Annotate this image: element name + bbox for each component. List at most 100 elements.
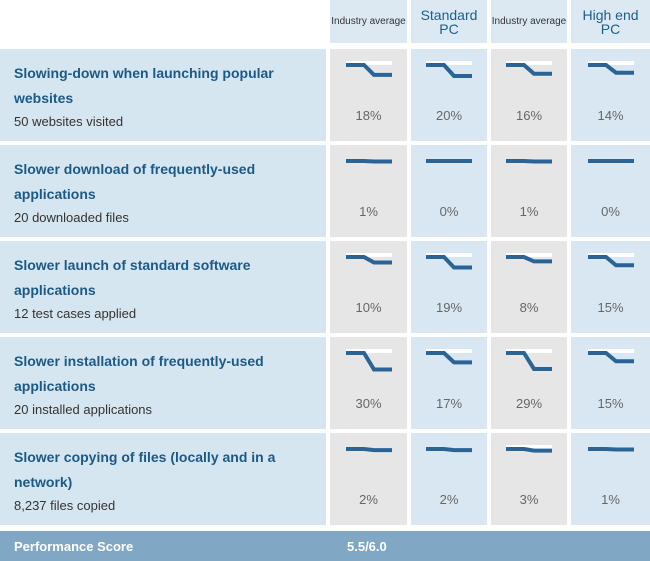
value-cell: 15%	[571, 241, 650, 333]
slowdown-indicator	[426, 447, 472, 453]
row-label-5: Slower copying of files (locally and in …	[0, 433, 326, 525]
value-cell: 1%	[330, 145, 407, 237]
slowdown-indicator	[506, 253, 552, 264]
value-percent: 1%	[601, 492, 620, 507]
row-label-3: Slower launch of standard software appli…	[0, 241, 326, 333]
performance-line	[346, 255, 392, 265]
slowdown-indicator	[426, 159, 472, 163]
value-cell: 14%	[571, 49, 650, 141]
value-percent: 0%	[439, 204, 459, 219]
row-title: Slower launch of standard software appli…	[14, 257, 251, 298]
slowdown-indicator	[346, 349, 392, 372]
slowdown-indicator	[588, 447, 634, 452]
slowdown-indicator	[506, 159, 552, 164]
value-percent: 0%	[601, 204, 620, 219]
performance-line	[588, 63, 634, 75]
performance-line	[346, 351, 392, 372]
row-label-4: Slower installation of frequently-used a…	[0, 337, 326, 429]
value-percent: 2%	[439, 492, 459, 507]
value-percent: 16%	[515, 108, 543, 123]
value-cell: 17%	[411, 337, 487, 429]
slowdown-indicator	[346, 253, 392, 265]
value-cell: 2%	[330, 433, 407, 525]
row-subtitle: 50 websites visited	[14, 114, 124, 129]
value-percent: 20%	[435, 108, 463, 123]
value-percent: 17%	[435, 396, 463, 411]
slowdown-indicator	[346, 447, 392, 453]
performance-line	[588, 255, 634, 268]
value-cell: 2%	[411, 433, 487, 525]
column-header-label: Industry average	[331, 16, 406, 27]
value-percent: 1%	[359, 204, 378, 219]
slowdown-indicator	[426, 61, 472, 78]
performance-line	[426, 63, 472, 78]
value-percent: 15%	[597, 300, 624, 315]
value-cell: 15%	[571, 337, 650, 429]
value-cell: 8%	[491, 241, 567, 333]
value-cell: 18%	[330, 49, 407, 141]
performance-line	[588, 351, 634, 364]
value-cell: 30%	[330, 337, 407, 429]
row-title: Slower installation of frequently-used a…	[14, 353, 264, 394]
row-label-1: Slowing-down when launching popular webs…	[0, 49, 326, 141]
performance-line	[506, 159, 552, 164]
value-cell: 10%	[330, 241, 407, 333]
performance-score-bar: Performance Score 5.5/6.0	[0, 531, 650, 561]
slowdown-indicator	[346, 61, 392, 77]
value-percent: 10%	[355, 300, 382, 315]
slowdown-indicator	[506, 61, 552, 76]
value-percent: 18%	[355, 108, 382, 123]
value-cell: 0%	[571, 145, 650, 237]
slowdown-indicator	[588, 159, 634, 163]
performance-line	[346, 447, 392, 453]
column-header-2: Standard PC	[411, 0, 487, 43]
value-percent: 15%	[597, 396, 624, 411]
slowdown-indicator	[426, 253, 472, 270]
performance-line	[506, 351, 552, 371]
value-cell: 16%	[491, 49, 567, 141]
value-percent: 19%	[435, 300, 463, 315]
performance-line	[506, 447, 552, 453]
slowdown-indicator	[588, 349, 634, 364]
row-label-2: Slower download of frequently-used appli…	[0, 145, 326, 237]
slowdown-indicator	[506, 349, 552, 371]
row-subtitle: 20 installed applications	[14, 402, 153, 417]
value-percent: 29%	[515, 396, 543, 411]
slowdown-indicator	[588, 61, 634, 75]
column-header-3: Industry average	[491, 0, 567, 43]
value-cell: 29%	[491, 337, 567, 429]
performance-line	[426, 351, 472, 365]
performance-line	[346, 159, 392, 164]
performance-line	[506, 63, 552, 76]
row-title: Slowing-down when launching popular webs…	[14, 65, 274, 106]
value-cell: 20%	[411, 49, 487, 141]
performance-line	[588, 447, 634, 452]
column-header-4: High end PC	[571, 0, 650, 43]
column-header-label: Industry average	[491, 16, 567, 27]
row-title: Slower download of frequently-used appli…	[14, 161, 256, 202]
slowdown-indicator	[588, 253, 634, 268]
performance-score-label: Performance Score	[14, 539, 134, 554]
performance-line	[426, 447, 472, 453]
row-title: Slower copying of files (locally and in …	[14, 449, 276, 490]
value-percent: 30%	[355, 396, 382, 411]
column-header-label: Standard PC	[420, 6, 478, 37]
value-percent: 8%	[519, 300, 539, 315]
column-header-label: High end PC	[582, 6, 639, 37]
row-subtitle: 20 downloaded files	[14, 210, 129, 225]
value-cell: 3%	[491, 433, 567, 525]
performance-line	[346, 63, 392, 77]
value-percent: 2%	[359, 492, 378, 507]
value-percent: 14%	[597, 108, 624, 123]
row-subtitle: 8,237 files copied	[14, 498, 116, 513]
performance-line	[506, 255, 552, 264]
value-cell: 1%	[571, 433, 650, 525]
column-header-1: Industry average	[330, 0, 407, 43]
slowdown-indicator	[506, 445, 552, 453]
slowdown-indicator	[426, 349, 472, 365]
value-percent: 1%	[519, 204, 539, 219]
value-cell: 19%	[411, 241, 487, 333]
performance-score-value: 5.5/6.0	[347, 539, 387, 554]
value-cell: 1%	[491, 145, 567, 237]
row-subtitle: 12 test cases applied	[14, 306, 137, 321]
